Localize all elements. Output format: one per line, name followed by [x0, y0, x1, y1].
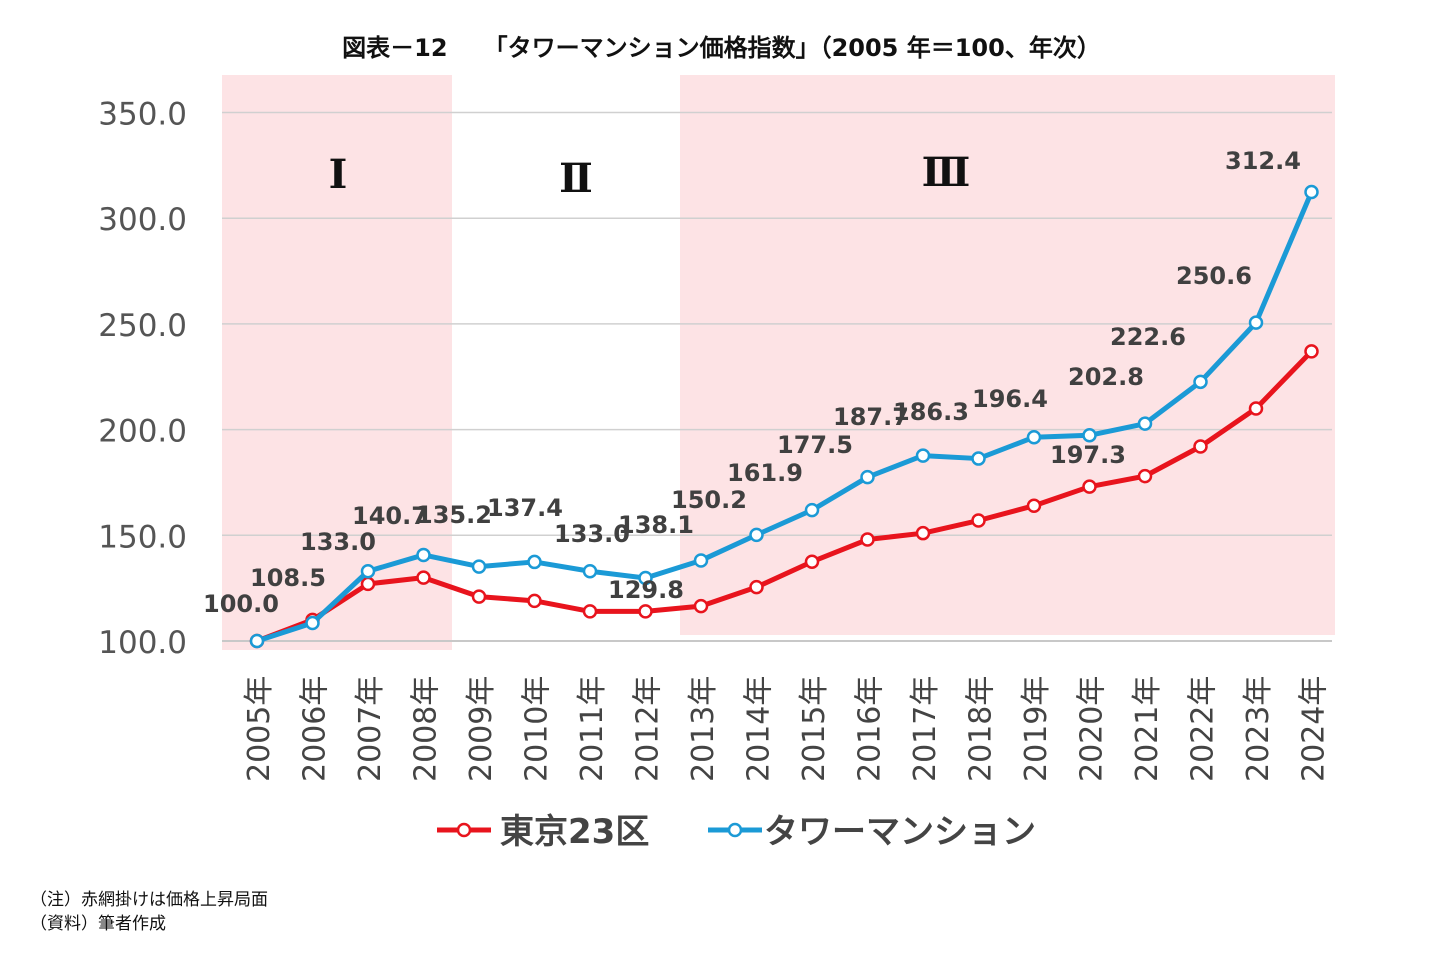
data-point — [527, 554, 542, 570]
x-tick-label: 2015年 — [797, 676, 832, 782]
x-tick-label: 2024年 — [1297, 676, 1332, 782]
data-point — [527, 593, 542, 609]
data-point — [416, 547, 431, 563]
x-tick-label: 2019年 — [1019, 676, 1054, 782]
data-point — [693, 598, 709, 614]
data-point — [582, 563, 598, 579]
x-tick-label: 2023年 — [1241, 676, 1276, 782]
series-line-tokyo23 — [256, 349, 1314, 644]
data-label: 129.8 — [608, 576, 684, 604]
x-tick-label: 2011年 — [575, 676, 610, 782]
data-point — [1304, 344, 1319, 359]
period-label-2: Ⅱ — [559, 155, 593, 202]
data-label: 196.4 — [972, 385, 1048, 413]
x-tick-label: 2022年 — [1186, 676, 1221, 782]
x-tick-label: 2005年 — [242, 676, 277, 782]
data-label: 197.3 — [1050, 441, 1126, 469]
x-tick-label: 2010年 — [520, 676, 555, 782]
data-point — [1304, 184, 1319, 200]
data-point — [1137, 468, 1153, 484]
data-point — [1137, 416, 1153, 431]
legend-marker — [727, 822, 743, 838]
data-point — [638, 604, 653, 619]
data-label: 177.5 — [777, 431, 853, 459]
data-point — [749, 527, 764, 543]
x-tick-label: 2007年 — [353, 676, 388, 782]
data-label: 250.6 — [1176, 262, 1252, 290]
x-tick-label: 2014年 — [742, 676, 777, 782]
data-point — [638, 570, 653, 586]
data-point — [749, 579, 764, 595]
data-label: 186.3 — [893, 398, 969, 426]
data-point — [1193, 439, 1208, 454]
data-point — [1026, 498, 1042, 513]
data-point — [249, 633, 265, 649]
period-label-1: Ⅰ — [329, 151, 348, 198]
data-point — [915, 525, 931, 541]
data-label: 135.2 — [416, 501, 492, 529]
x-tick-label: 2017年 — [908, 676, 943, 782]
y-tick-label: 100.0 — [98, 625, 187, 661]
data-point — [360, 563, 376, 579]
data-label: 161.9 — [727, 459, 803, 487]
data-point — [471, 559, 487, 574]
x-tick-label: 2020年 — [1075, 676, 1110, 782]
data-point — [693, 553, 709, 568]
x-tick-label: 2013年 — [686, 676, 721, 782]
data-point — [360, 576, 376, 592]
x-tick-label: 2009年 — [464, 676, 499, 782]
data-point — [1082, 428, 1097, 443]
data-point — [860, 469, 875, 485]
data-point — [804, 554, 820, 569]
data-point — [1193, 374, 1208, 390]
data-point — [915, 448, 931, 463]
data-label: 222.6 — [1110, 323, 1186, 351]
x-tick-label: 2008年 — [409, 676, 444, 782]
x-tick-label: 2018年 — [964, 676, 999, 782]
note-source: （資料）筆者作成 — [30, 914, 166, 934]
y-tick-label: 150.0 — [98, 519, 187, 555]
data-label: 138.1 — [618, 511, 694, 539]
period-label-3: Ⅲ — [922, 149, 971, 196]
data-label: 100.0 — [203, 590, 279, 618]
data-point — [1248, 401, 1264, 416]
data-label: 108.5 — [250, 564, 326, 592]
data-label: 133.0 — [554, 520, 630, 548]
legend-label: タワーマンション — [764, 812, 1036, 852]
data-label: 202.8 — [1068, 363, 1144, 391]
x-tick-label: 2012年 — [631, 676, 666, 782]
data-label: 137.4 — [487, 494, 563, 522]
data-point — [971, 451, 986, 466]
data-label: 140.7 — [352, 502, 428, 530]
notes: （注）赤網掛けは価格上昇局面 （資料）筆者作成 — [30, 888, 268, 936]
data-point — [860, 532, 875, 547]
legend-marker — [456, 822, 472, 838]
x-tick-label: 2016年 — [853, 676, 888, 782]
data-point — [804, 502, 820, 518]
series-line-tower-mansion — [256, 191, 1314, 644]
y-tick-label: 250.0 — [98, 308, 187, 344]
data-point — [471, 589, 487, 604]
note-shading: （注）赤網掛けは価格上昇局面 — [30, 890, 268, 910]
data-point — [305, 615, 320, 631]
y-tick-label: 300.0 — [98, 202, 187, 238]
data-point — [1248, 315, 1264, 330]
y-tick-label: 200.0 — [98, 414, 187, 450]
data-point — [582, 604, 598, 619]
data-label: 187.7 — [833, 403, 909, 431]
data-label: 150.2 — [671, 486, 747, 514]
x-tick-label: 2021年 — [1130, 676, 1165, 782]
y-tick-label: 350.0 — [98, 97, 187, 133]
data-point — [416, 570, 431, 585]
data-point — [1026, 429, 1042, 445]
legend-label: 東京23区 — [500, 812, 649, 852]
x-tick-label: 2006年 — [298, 676, 333, 782]
data-point — [1082, 479, 1097, 494]
data-point — [971, 513, 986, 528]
chart-title: 図表－12 「タワーマンション価格指数」（2005 年＝100、年次） — [342, 34, 1101, 62]
data-label: 312.4 — [1225, 147, 1301, 175]
shaded-period-1 — [222, 75, 452, 650]
data-label: 133.0 — [300, 528, 376, 556]
